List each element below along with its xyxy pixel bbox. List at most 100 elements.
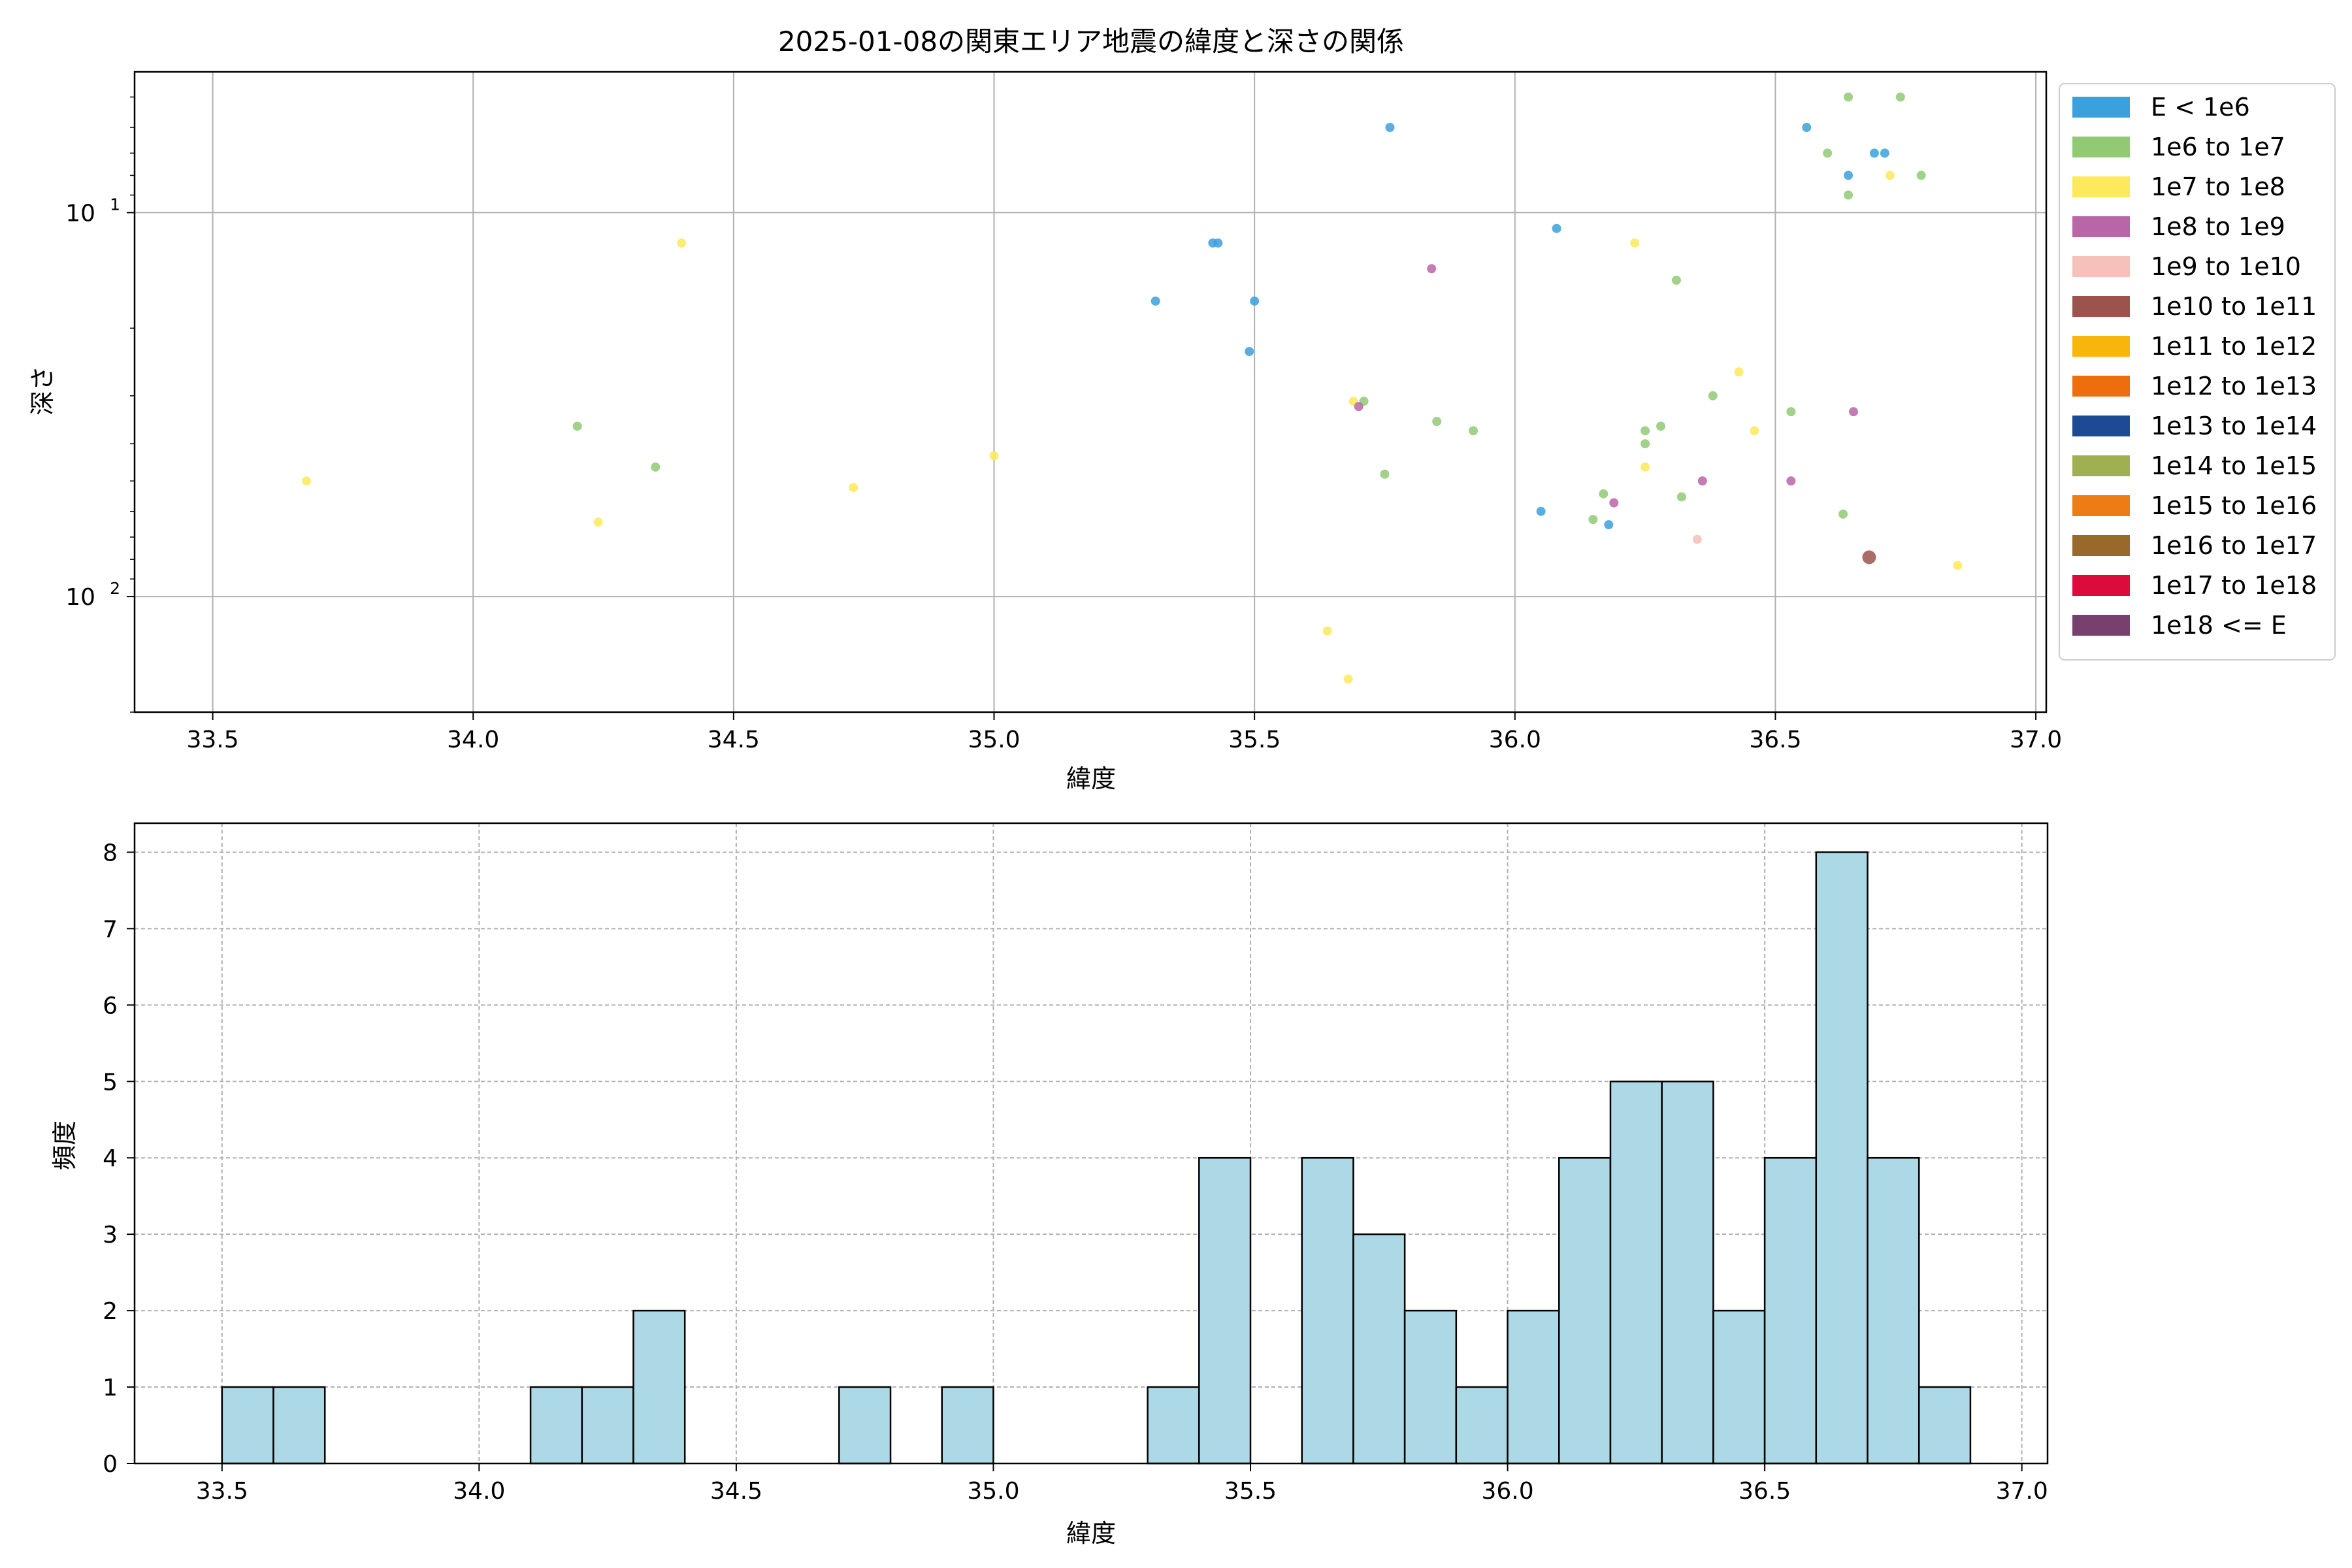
- scatter-point: [1697, 476, 1707, 486]
- histogram-x-tick-label: 35.5: [1224, 1478, 1277, 1505]
- histogram-bar: [1609, 1081, 1663, 1465]
- scatter-y-tick-exponent: 1: [110, 195, 120, 214]
- histogram-y-tick-label: 5: [103, 1069, 118, 1096]
- histogram-bar: [581, 1386, 634, 1465]
- scatter-point: [1869, 148, 1879, 158]
- scatter-x-axis-label: 緯度: [1066, 764, 1116, 793]
- scatter-points: [302, 92, 1963, 684]
- histogram-y-axis: 0 1 2 3 4 5 6 7 8: [103, 840, 135, 1478]
- histogram-x-tick-label: 33.5: [196, 1478, 248, 1505]
- histogram-y-tick-label: 1: [103, 1375, 118, 1401]
- histogram-bar: [221, 1386, 274, 1465]
- histogram-x-axis: 33.5 34.0 34.5 35.0 35.5 36.0 36.5 37.0: [196, 1463, 2048, 1505]
- histogram-y-tick-label: 7: [103, 916, 118, 943]
- histogram-y-tick-label: 2: [103, 1298, 118, 1325]
- scatter-y-tick-label: 10: [65, 584, 95, 611]
- legend-swatch: [2072, 296, 2130, 317]
- scatter-point: [1250, 296, 1260, 306]
- scatter-y-tick-base: 10: [65, 200, 95, 227]
- scatter-y-axis: 10 1 10 2: [65, 96, 135, 713]
- scatter-x-tick-label: 36.5: [1749, 727, 1801, 753]
- scatter-point: [572, 421, 582, 431]
- histogram-bar: [1661, 1081, 1714, 1465]
- histogram-bar: [941, 1386, 994, 1465]
- legend-swatch: [2072, 256, 2130, 277]
- scatter-point: [1671, 275, 1681, 285]
- legend-label: 1e12 to 1e13: [2151, 372, 2317, 400]
- scatter-point: [1641, 426, 1650, 436]
- scatter-x-tick-label: 36.0: [1489, 727, 1541, 753]
- histogram-bar: [529, 1386, 583, 1465]
- scatter-point: [1734, 367, 1744, 377]
- scatter-y-tick-exponent: 2: [110, 579, 120, 598]
- legend-swatch: [2072, 416, 2130, 436]
- legend-swatch: [2072, 495, 2130, 516]
- legend-label: 1e7 to 1e8: [2151, 172, 2285, 201]
- scatter-point: [1599, 489, 1609, 498]
- scatter-point: [1862, 550, 1876, 564]
- legend-label: 1e16 to 1e17: [2151, 531, 2317, 560]
- histogram-bar: [1918, 1386, 1972, 1465]
- legend-label: 1e6 to 1e7: [2151, 133, 2285, 161]
- scatter-x-tick-label: 34.5: [708, 727, 760, 753]
- legend-label: 1e8 to 1e9: [2151, 212, 2285, 241]
- scatter-point: [1953, 561, 1963, 570]
- scatter-point: [1849, 407, 1859, 417]
- scatter-point: [849, 483, 858, 493]
- legend-label: 1e10 to 1e11: [2151, 292, 2317, 321]
- scatter-point: [1750, 426, 1759, 436]
- scatter-point: [1895, 92, 1905, 102]
- histogram-bar: [632, 1309, 686, 1465]
- scatter-point: [677, 238, 687, 248]
- scatter-point: [1213, 238, 1223, 248]
- legend-swatch: [2072, 535, 2130, 556]
- legend-swatch: [2072, 336, 2130, 357]
- scatter-point: [302, 476, 312, 486]
- scatter-point: [1786, 476, 1796, 486]
- legend-swatch: [2072, 97, 2130, 118]
- scatter-point: [1322, 626, 1332, 636]
- histogram-x-tick-label: 36.0: [1481, 1478, 1533, 1505]
- chart-title: 2025-01-08の関東エリア地震の緯度と深さの関係: [778, 25, 1404, 57]
- scatter-point: [593, 517, 603, 527]
- legend-label: E < 1e6: [2151, 93, 2250, 122]
- histogram-bar: [1455, 1386, 1509, 1465]
- scatter-point: [1245, 346, 1254, 356]
- scatter-point: [1708, 391, 1718, 400]
- legend-swatch: [2072, 615, 2130, 636]
- scatter-point: [1151, 296, 1160, 306]
- histogram-bar: [1507, 1309, 1560, 1465]
- legend-swatch: [2072, 575, 2130, 596]
- scatter-point: [1844, 92, 1854, 102]
- histogram-plot-frame: [133, 822, 2049, 1465]
- scatter-point: [1916, 171, 1926, 180]
- scatter-x-tick-label: 35.0: [968, 727, 1020, 753]
- histogram-x-tick-label: 36.5: [1739, 1478, 1791, 1505]
- scatter-chart: 2025-01-08の関東エリア地震の緯度と深さの関係 33.5 34.0 34.5…: [28, 25, 2336, 793]
- scatter-point: [1427, 264, 1437, 274]
- histogram-bar: [1301, 1156, 1354, 1465]
- histogram-y-tick-label: 3: [103, 1222, 118, 1249]
- histogram-bar: [1763, 1156, 1818, 1465]
- scatter-x-axis: 33.5 34.0 34.5 35.0 35.5 36.0 36.5 37.0: [187, 712, 2062, 753]
- legend-swatch: [2072, 176, 2130, 197]
- histogram-chart: 33.5 34.0 34.5 35.0 35.5 36.0 36.5 37.0 0 1 2 3 4 5 6…: [50, 822, 2049, 1548]
- legend-label: 1e11 to 1e12: [2151, 332, 2317, 361]
- legend-label: 1e14 to 1e15: [2151, 451, 2317, 480]
- scatter-point: [1823, 148, 1833, 158]
- scatter-y-tick-label: 10: [65, 200, 95, 227]
- histogram-x-axis-label: 緯度: [1066, 1519, 1116, 1548]
- histogram-bar: [838, 1386, 892, 1465]
- histogram-bar: [1815, 851, 1869, 1465]
- scatter-x-tick-label: 37.0: [2010, 727, 2062, 753]
- histogram-y-axis-label: 頻度: [50, 1120, 79, 1170]
- scatter-point: [1885, 171, 1895, 180]
- histogram-bar: [1867, 1156, 1920, 1465]
- histogram-bar: [1352, 1233, 1406, 1465]
- scatter-gridlines: [135, 72, 2046, 712]
- scatter-point: [1380, 469, 1390, 479]
- legend-swatch: [2072, 376, 2130, 397]
- scatter-point: [1609, 498, 1619, 508]
- scatter-point: [989, 451, 999, 461]
